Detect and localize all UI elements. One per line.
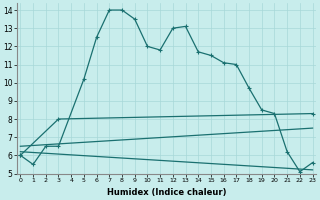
X-axis label: Humidex (Indice chaleur): Humidex (Indice chaleur): [107, 188, 226, 197]
